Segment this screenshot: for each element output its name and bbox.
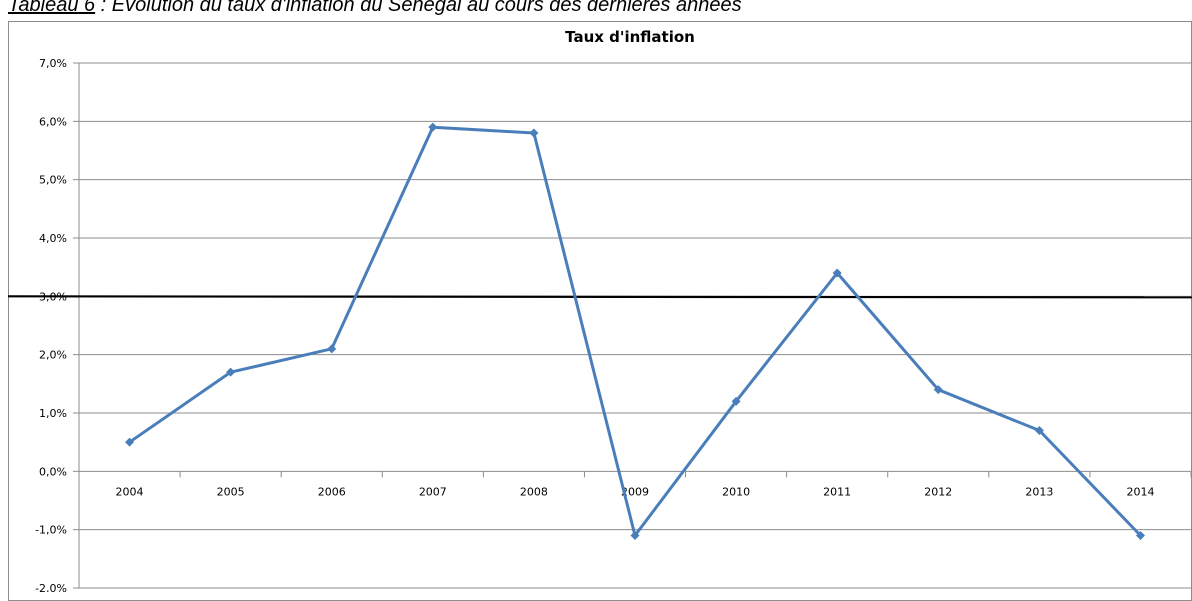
- y-tick-label: 0,0%: [39, 465, 67, 478]
- data-point: [832, 268, 842, 278]
- data-point: [1034, 426, 1044, 435]
- x-tick-label: 2012: [924, 485, 952, 498]
- x-tick-label: 2008: [520, 485, 548, 498]
- y-tick-label: 1,0%: [39, 407, 67, 420]
- data-point: [630, 531, 640, 540]
- data-point: [1135, 531, 1145, 540]
- table-caption: Tableau 6 : Evolution du taux d'inflatio…: [8, 0, 1188, 18]
- caption-lead: Tableau 6: [8, 0, 96, 16]
- y-tick-label: -2,0%: [35, 582, 67, 592]
- y-tick-label: 7,0%: [39, 57, 67, 70]
- caption-text: : Evolution du taux d'inflation du Sénég…: [95, 0, 742, 16]
- data-point: [226, 367, 236, 377]
- x-tick-label: 2011: [823, 485, 851, 498]
- x-tick-label: 2005: [217, 485, 245, 498]
- y-tick-label: 5,0%: [39, 174, 67, 187]
- x-tick-label: 2007: [419, 485, 447, 498]
- data-point: [933, 385, 943, 395]
- y-tick-label: 2,0%: [39, 349, 67, 362]
- data-point: [125, 437, 135, 447]
- data-point: [428, 122, 438, 132]
- reference-line: [7, 295, 1192, 299]
- x-tick-label: 2014: [1126, 485, 1154, 498]
- chart-title: Taux d'inflation: [565, 28, 695, 46]
- chart-frame: [8, 21, 1192, 601]
- x-tick-label: 2009: [621, 485, 649, 498]
- x-tick-label: 2004: [116, 485, 144, 498]
- x-tick-label: 2006: [318, 485, 346, 498]
- y-tick-label: 4,0%: [39, 232, 67, 245]
- x-tick-label: 2010: [722, 485, 750, 498]
- data-point: [327, 344, 337, 354]
- data-point: [529, 128, 539, 138]
- y-tick-label: -1,0%: [35, 524, 67, 537]
- x-tick-label: 2013: [1025, 485, 1053, 498]
- y-tick-label: 6,0%: [39, 115, 67, 128]
- data-point: [731, 396, 741, 406]
